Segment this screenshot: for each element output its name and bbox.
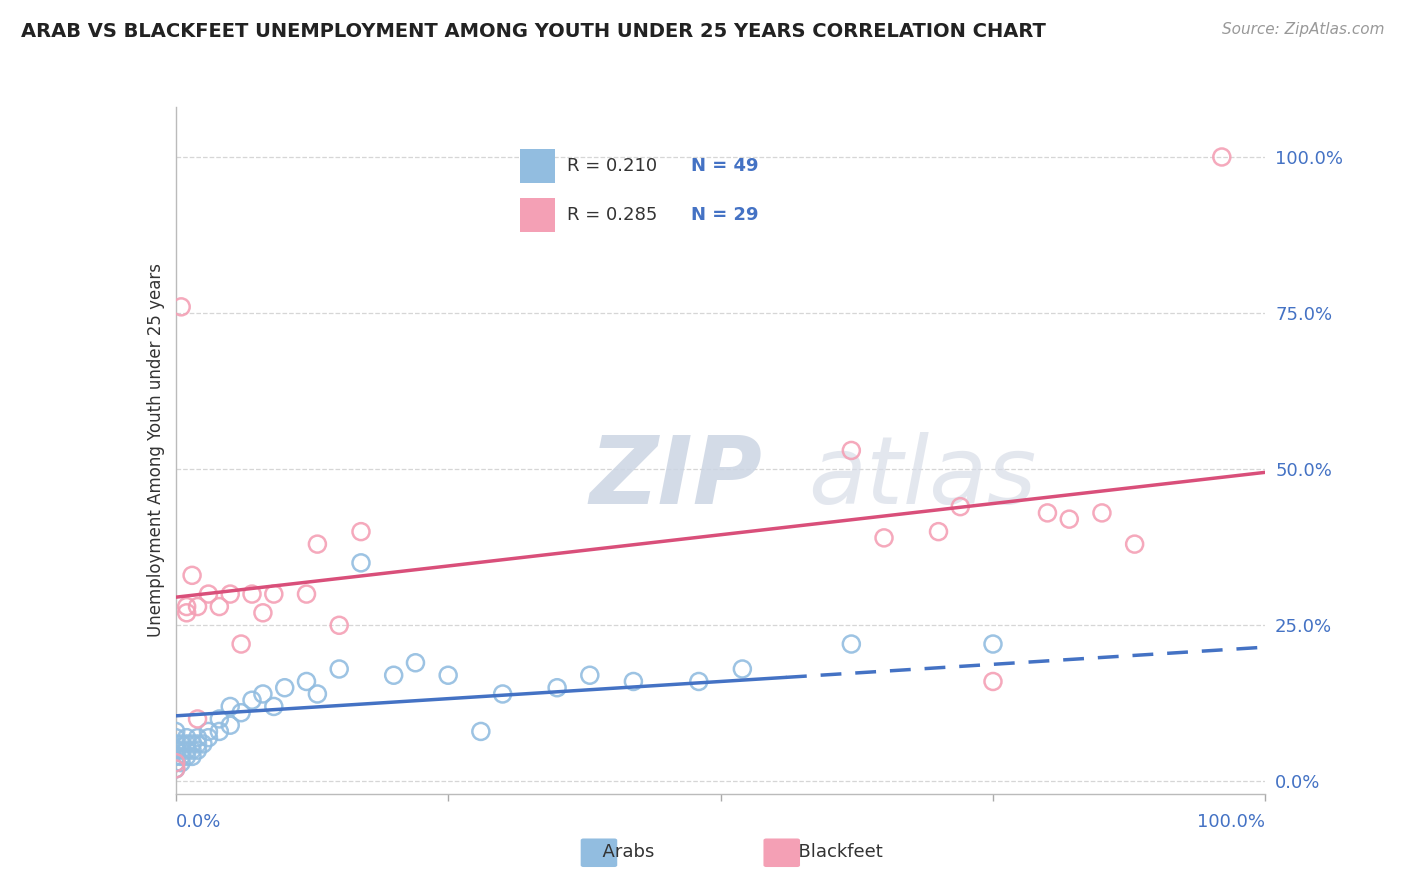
Point (176, 731, 198, 745)
Point (219, 699, 242, 714)
Point (165, 762, 187, 776)
Point (176, 606, 198, 620)
Point (240, 587, 263, 601)
Point (165, 756, 187, 770)
Point (165, 762, 187, 776)
Point (470, 724, 492, 739)
Point (295, 587, 318, 601)
Point (176, 737, 198, 751)
Point (949, 500, 972, 514)
Point (181, 749, 204, 764)
Point (170, 300, 193, 314)
Point (186, 599, 209, 614)
Point (1091, 506, 1114, 520)
Point (437, 668, 460, 682)
Point (176, 743, 198, 757)
Point (165, 724, 187, 739)
Y-axis label: Unemployment Among Youth under 25 years: Unemployment Among Youth under 25 years (146, 263, 165, 638)
Point (170, 749, 193, 764)
Point (197, 731, 219, 745)
Point (350, 556, 373, 570)
Point (165, 731, 187, 745)
Point (1057, 512, 1080, 526)
Point (170, 737, 193, 751)
FancyBboxPatch shape (763, 838, 800, 867)
Point (165, 743, 187, 757)
Point (328, 662, 350, 676)
Point (263, 699, 285, 714)
Point (841, 637, 863, 651)
Point (1211, 150, 1233, 164)
Text: 100.0%: 100.0% (1198, 813, 1265, 830)
Point (208, 724, 231, 739)
Point (1123, 537, 1146, 551)
Point (731, 662, 754, 676)
Text: atlas: atlas (807, 433, 1036, 524)
Text: ARAB VS BLACKFEET UNEMPLOYMENT AMONG YOUTH UNDER 25 YEARS CORRELATION CHART: ARAB VS BLACKFEET UNEMPLOYMENT AMONG YOU… (21, 22, 1046, 41)
Point (405, 656, 427, 670)
Point (186, 712, 209, 726)
Point (981, 674, 1004, 689)
Point (492, 687, 515, 701)
Text: Arabs: Arabs (591, 843, 654, 861)
Point (579, 668, 602, 682)
Point (350, 524, 373, 539)
Point (688, 674, 710, 689)
Point (165, 749, 187, 764)
Point (231, 706, 253, 720)
Point (841, 443, 863, 458)
Point (165, 737, 187, 751)
Point (186, 743, 209, 757)
Text: Source: ZipAtlas.com: Source: ZipAtlas.com (1222, 22, 1385, 37)
Point (328, 618, 350, 632)
Point (208, 599, 231, 614)
Point (252, 687, 274, 701)
Point (197, 724, 219, 739)
Point (981, 637, 1004, 651)
Point (231, 637, 253, 651)
Point (274, 681, 297, 695)
Point (307, 537, 329, 551)
Point (186, 731, 209, 745)
Point (621, 674, 644, 689)
Point (295, 674, 318, 689)
Point (176, 749, 198, 764)
Point (197, 587, 219, 601)
Point (181, 568, 204, 582)
Point (170, 756, 193, 770)
Point (307, 687, 329, 701)
Text: Blackfeet: Blackfeet (787, 843, 883, 861)
Point (170, 743, 193, 757)
Point (165, 756, 187, 770)
Point (186, 737, 209, 751)
Point (219, 587, 242, 601)
Point (208, 712, 231, 726)
Point (176, 599, 198, 614)
Point (928, 524, 950, 539)
Point (181, 743, 204, 757)
Text: 0.0%: 0.0% (176, 813, 221, 830)
Point (240, 693, 263, 707)
Point (1036, 506, 1059, 520)
Point (252, 606, 274, 620)
Point (219, 718, 242, 732)
Point (191, 737, 214, 751)
Point (546, 681, 568, 695)
Point (873, 531, 896, 545)
Point (263, 587, 285, 601)
Text: ZIP: ZIP (591, 432, 762, 524)
Point (382, 668, 405, 682)
Point (181, 737, 204, 751)
FancyBboxPatch shape (581, 838, 617, 867)
